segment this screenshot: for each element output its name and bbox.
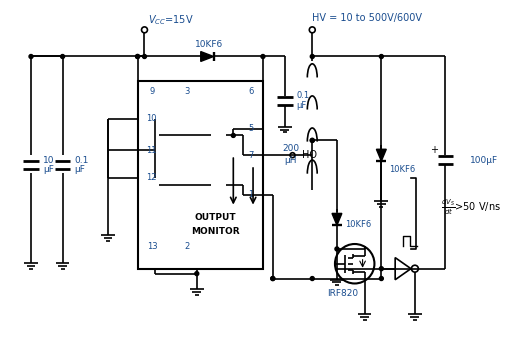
Text: 10: 10 — [43, 155, 54, 165]
Circle shape — [271, 276, 275, 281]
Text: µF: µF — [43, 166, 54, 174]
Text: 5: 5 — [248, 124, 254, 133]
Circle shape — [136, 54, 139, 58]
Polygon shape — [376, 149, 386, 161]
Text: HV = 10 to 500V/600V: HV = 10 to 500V/600V — [312, 13, 422, 23]
Circle shape — [271, 276, 275, 281]
Text: 0.1: 0.1 — [297, 92, 310, 100]
Circle shape — [310, 138, 314, 142]
Bar — [138, 81, 263, 269]
Text: µH: µH — [284, 155, 297, 165]
Polygon shape — [201, 52, 214, 62]
Text: $V_{CC}$=15V: $V_{CC}$=15V — [149, 13, 194, 27]
Circle shape — [261, 54, 265, 58]
Text: 3: 3 — [184, 87, 189, 96]
Polygon shape — [332, 213, 342, 225]
Text: 10KF6: 10KF6 — [195, 40, 223, 49]
Text: 200: 200 — [282, 144, 299, 153]
Circle shape — [60, 54, 64, 58]
Circle shape — [136, 54, 139, 58]
Text: 1: 1 — [248, 190, 254, 199]
Text: 11: 11 — [146, 146, 157, 155]
Text: 100µF: 100µF — [470, 155, 498, 165]
Circle shape — [379, 276, 383, 281]
Text: HO: HO — [302, 150, 317, 160]
Circle shape — [195, 272, 199, 275]
Circle shape — [231, 134, 235, 138]
Circle shape — [142, 54, 147, 58]
Text: 10KF6: 10KF6 — [345, 220, 371, 229]
Text: µF: µF — [74, 166, 85, 174]
Text: 6: 6 — [248, 87, 254, 96]
Text: +: + — [430, 145, 438, 155]
Circle shape — [379, 54, 383, 58]
Circle shape — [29, 54, 33, 58]
Circle shape — [310, 276, 314, 281]
Text: 7: 7 — [248, 151, 254, 160]
Text: 2: 2 — [184, 242, 189, 251]
Text: 10KF6: 10KF6 — [389, 165, 415, 173]
Text: $\frac{dV_S}{dt}$>50 V/ns: $\frac{dV_S}{dt}$>50 V/ns — [441, 198, 501, 217]
Text: 10: 10 — [146, 114, 157, 123]
Text: µF: µF — [297, 101, 307, 110]
Circle shape — [379, 267, 383, 271]
Text: OUTPUT: OUTPUT — [194, 213, 236, 222]
Text: IRF820: IRF820 — [327, 289, 358, 298]
Circle shape — [335, 247, 339, 251]
Text: 13: 13 — [147, 242, 158, 251]
Text: MONITOR: MONITOR — [191, 227, 239, 236]
Circle shape — [310, 138, 314, 142]
Text: 0.1: 0.1 — [74, 155, 89, 165]
Circle shape — [310, 54, 314, 58]
Text: 9: 9 — [150, 87, 155, 96]
Text: 12: 12 — [146, 173, 157, 183]
